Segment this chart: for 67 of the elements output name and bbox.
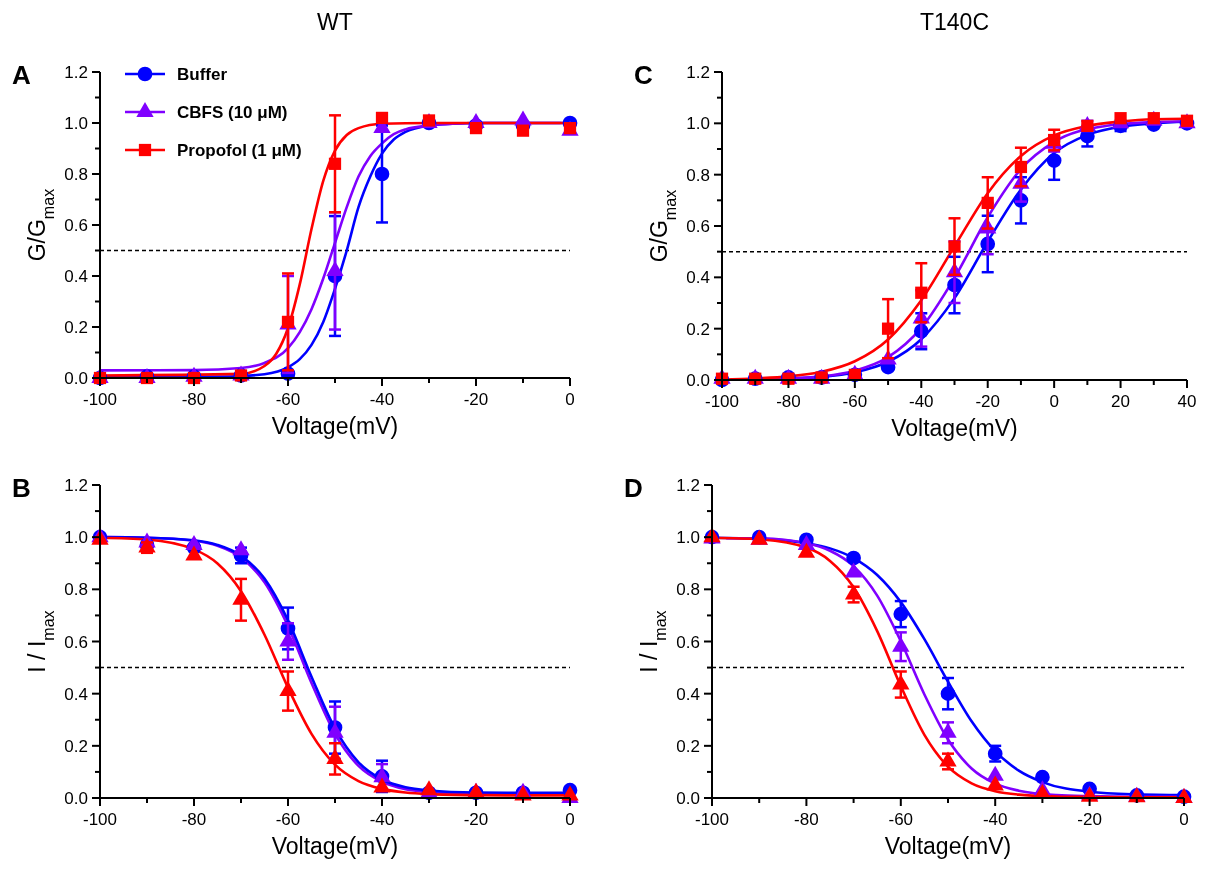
y-tick-label: 0.0 (676, 789, 700, 808)
x-tick-label: -20 (463, 810, 489, 829)
y-tick-label: 0.0 (64, 789, 88, 808)
x-tick-label: -100 (82, 810, 118, 829)
x-tick-label: -40 (369, 390, 395, 409)
x-tick-label: -80 (776, 392, 801, 411)
x-tick-label: -20 (975, 392, 1000, 411)
y-tick-label: 0.2 (686, 319, 710, 339)
y-tick-label: 0.6 (64, 632, 88, 652)
x-tick-label: -80 (181, 810, 207, 829)
x-tick-label: -60 (275, 810, 301, 829)
text: C (634, 60, 653, 90)
legend-label: CBFS (10 μM) (177, 103, 288, 122)
legend-label: Buffer (177, 65, 228, 84)
y-tick-label: 1.0 (676, 528, 700, 548)
x-tick-label: -60 (275, 390, 301, 409)
y-tick-label: 0.4 (64, 267, 88, 286)
text: A (12, 60, 31, 90)
x-tick-label: 40 (1177, 392, 1197, 411)
x-axis-title: Voltage(mV) (891, 415, 1018, 441)
y-tick-label: 1.0 (64, 528, 88, 548)
y-tick-label: 1.2 (686, 63, 710, 82)
y-tick-label: 0.0 (686, 371, 710, 390)
y-tick-label: 0.6 (64, 216, 88, 235)
y-tick-label: 0.8 (686, 165, 710, 185)
y-tick-label: 0.8 (676, 580, 700, 600)
legend-label: Propofol (1 μM) (177, 141, 302, 160)
x-axis-title: Voltage(mV) (271, 833, 399, 859)
y-tick-label: 0.8 (64, 580, 88, 600)
x-tick-label: -40 (982, 810, 1008, 829)
y-tick-label: 1.2 (676, 476, 700, 495)
y-tick-label: 0.4 (64, 684, 88, 704)
x-tick-label: -20 (463, 390, 489, 409)
x-tick-label: -20 (1077, 810, 1102, 829)
x-tick-label: 0 (565, 810, 575, 829)
y-tick-label: 1.0 (64, 114, 88, 133)
y-tick-label: 0.4 (686, 268, 710, 288)
x-tick-label: 0 (1179, 810, 1189, 829)
x-tick-label: 0 (1049, 392, 1059, 411)
x-tick-label: -80 (181, 390, 207, 409)
y-tick-label: 0.0 (64, 369, 88, 388)
y-tick-label: 1.2 (64, 63, 88, 82)
y-tick-label: 0.2 (676, 736, 700, 756)
x-axis-title: Voltage(mV) (271, 413, 399, 439)
y-tick-label: 0.8 (64, 165, 88, 184)
y-tick-label: 0.6 (676, 632, 700, 652)
chart-title: WT (317, 9, 353, 35)
x-tick-label: 20 (1111, 392, 1131, 411)
text: B (12, 473, 31, 503)
y-tick-label: 1.2 (64, 476, 88, 495)
x-tick-label: -100 (694, 810, 730, 829)
x-axis-title: Voltage(mV) (884, 833, 1012, 859)
x-tick-label: -40 (909, 392, 934, 411)
x-tick-label: -100 (82, 390, 118, 409)
x-tick-label: -100 (704, 392, 740, 411)
y-tick-label: 0.4 (676, 684, 700, 704)
x-tick-label: -60 (842, 392, 868, 411)
y-tick-label: 0.2 (64, 318, 88, 337)
text: D (624, 473, 643, 503)
y-tick-label: 0.2 (64, 736, 88, 756)
x-tick-label: 0 (565, 390, 575, 409)
chart-title: T140C (919, 9, 990, 35)
x-tick-label: -40 (369, 810, 395, 829)
x-tick-label: -60 (888, 810, 914, 829)
y-tick-label: 0.6 (686, 217, 710, 236)
x-tick-label: -80 (794, 810, 819, 829)
y-tick-label: 1.0 (686, 114, 710, 134)
